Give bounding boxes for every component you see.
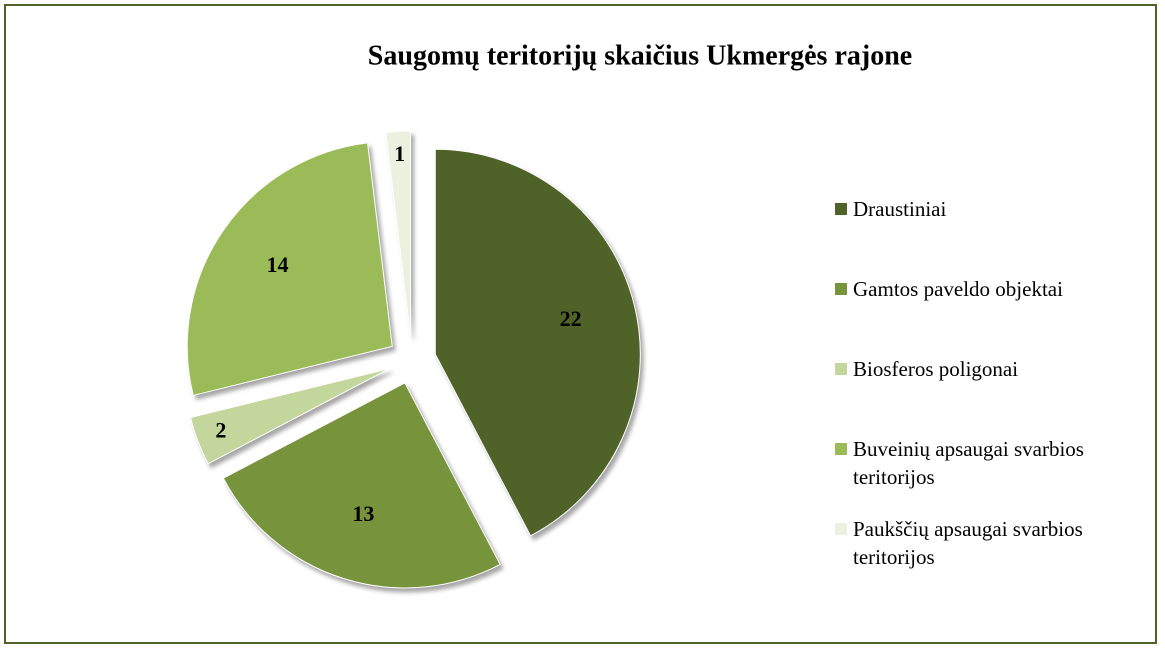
legend: Draustiniai Gamtos paveldo objektai Biosfe… xyxy=(835,195,1165,595)
legend-swatch xyxy=(835,283,847,295)
legend-item: Gamtos paveldo objektai xyxy=(835,275,1165,355)
pie-slice xyxy=(186,142,393,397)
legend-swatch xyxy=(835,203,847,215)
legend-item: Draustiniai xyxy=(835,195,1165,275)
legend-swatch xyxy=(835,443,847,455)
data-label: 22 xyxy=(560,306,582,331)
data-label: 2 xyxy=(215,418,226,443)
data-label: 13 xyxy=(352,501,374,526)
legend-item: Buveinių apsaugai svarbios teritorijos xyxy=(835,435,1165,515)
pie-slice xyxy=(222,382,501,589)
pie-slice xyxy=(385,130,412,337)
legend-item: Biosferos poligonai xyxy=(835,355,1165,435)
legend-label: Biosferos poligonai xyxy=(853,357,1019,381)
legend-label: Gamtos paveldo objektai xyxy=(853,277,1063,301)
legend-swatch xyxy=(835,523,847,535)
legend-label: Draustiniai xyxy=(853,197,947,221)
legend-label: Paukščių apsaugai svarbios teritorijos xyxy=(853,517,1083,569)
data-label: 14 xyxy=(267,252,289,277)
data-label: 1 xyxy=(394,141,405,166)
frame xyxy=(4,4,1157,644)
chart-title: Saugomų teritorijų skaičius Ukmergės raj… xyxy=(368,40,912,71)
legend-item: Paukščių apsaugai svarbios teritorijos xyxy=(835,515,1165,595)
pie-slice xyxy=(434,148,641,537)
pie-slice xyxy=(189,368,390,465)
legend-swatch xyxy=(835,363,847,375)
legend-label: Buveinių apsaugai svarbios teritorijos xyxy=(853,437,1084,489)
